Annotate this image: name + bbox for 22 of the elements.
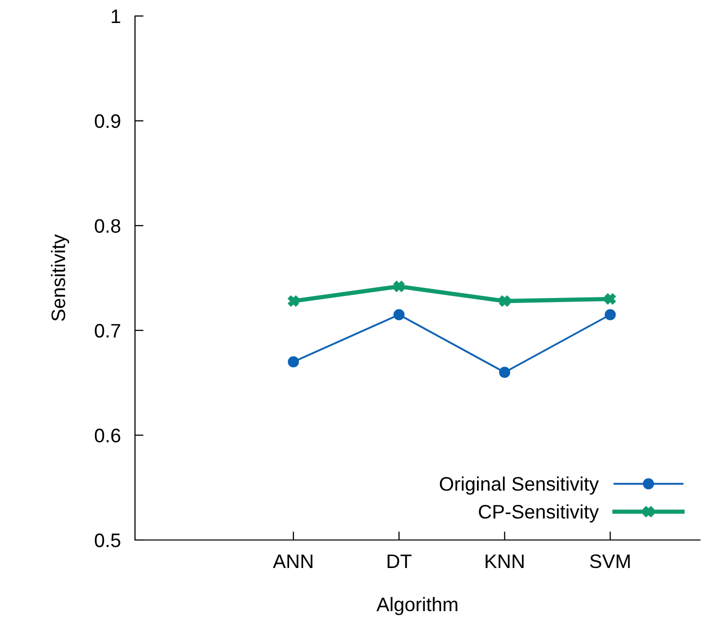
point	[604, 309, 616, 320]
x-axis-title: Algorithm	[376, 597, 458, 616]
legend-label: CP-Sensitivity	[478, 504, 599, 522]
y-tick-label: 1	[112, 10, 120, 24]
point	[288, 296, 299, 307]
y-tick-label: 0.8	[94, 219, 120, 233]
point	[393, 309, 405, 320]
x-tick-label: ANN	[272, 554, 312, 568]
point	[604, 293, 616, 305]
point	[393, 280, 405, 292]
point	[499, 296, 510, 307]
y-tick-label: 0.5	[94, 533, 120, 548]
x-tick-label: SVM	[590, 554, 630, 568]
y-tick-label: 0.6	[94, 428, 120, 442]
y-tick-label: 0.9	[94, 114, 120, 128]
y-axis-title: Sensitivity	[50, 234, 70, 321]
x-tick-label: KNN	[486, 554, 524, 568]
legend-label: Original Sensitivity	[440, 476, 599, 495]
y-tick-label: 0.7	[94, 324, 120, 338]
point	[288, 356, 299, 368]
point	[499, 366, 510, 378]
x-tick-label: DT	[388, 554, 412, 568]
